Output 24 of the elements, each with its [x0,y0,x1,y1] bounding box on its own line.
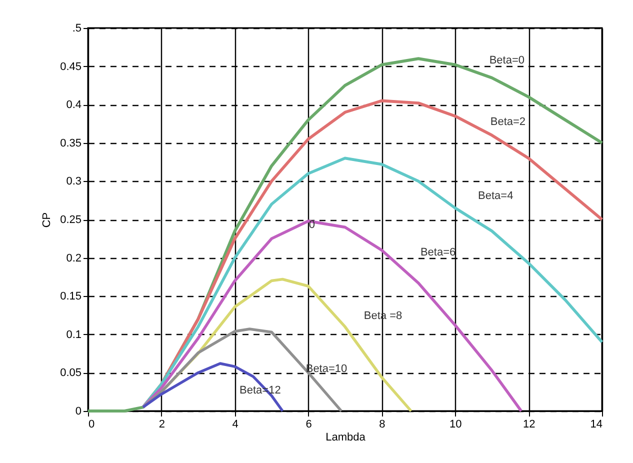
x-tick-label: 4 [232,418,238,430]
y-tick-label: 0.45 [60,60,82,73]
series-label: Beta=2 [490,116,526,128]
y-tick-label: 0.1 [66,328,82,341]
x-tick-label: 10 [450,418,462,430]
x-tick-label: 8 [379,418,386,430]
series-label: Beta=4 [478,190,514,202]
x-axis-title: Lambda [326,432,366,444]
x-tick-label: 12 [522,418,536,430]
y-tick-label: 0.15 [60,290,82,303]
y-tick-label: 0.3 [66,176,82,188]
y-tick-label: 0.05 [60,367,82,380]
x-tick-label: 2 [158,418,165,430]
y-tick-label: 0 [75,406,82,418]
y-tick-label: 0.25 [60,214,82,226]
y-tick-label: .5 [72,22,82,34]
y-tick-label: 0.4 [66,99,82,112]
y-tick-label: 0.35 [60,137,82,150]
x-tick-label: 6 [306,418,312,430]
x-tick-label: 0 [88,418,95,430]
y-axis-title: CP [41,212,54,228]
series-label: Beta=0 [489,54,524,67]
y-tick-label: 0.2 [66,252,82,264]
x-tick-label: 14 [590,418,602,430]
